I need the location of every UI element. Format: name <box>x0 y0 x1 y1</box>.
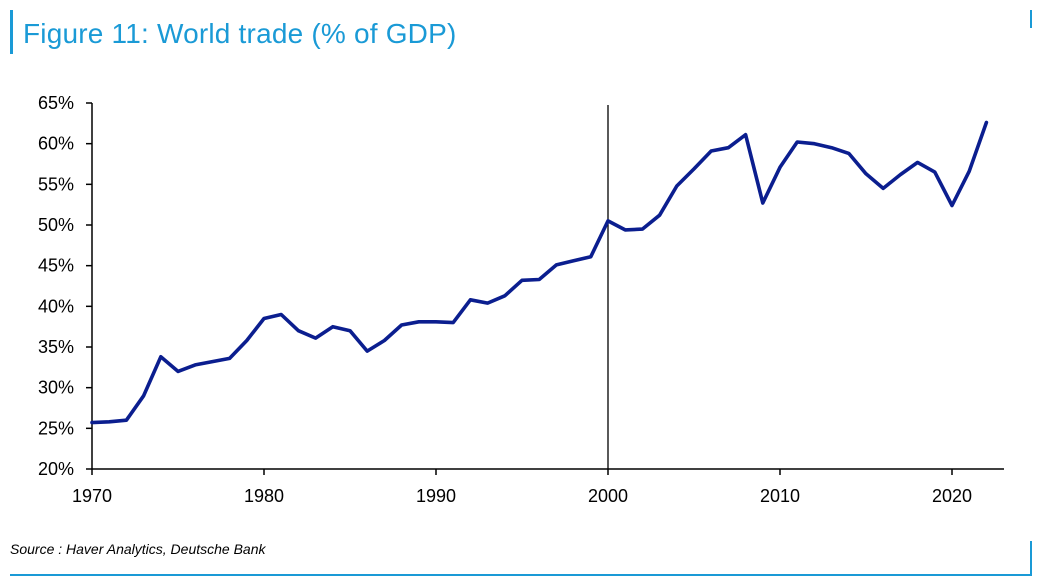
y-tick-label: 55% <box>38 174 74 194</box>
line-chart: 20%25%30%35%40%45%50%55%60%65% 1970 1980 1… <box>38 93 1004 506</box>
y-tick-label: 65% <box>38 93 74 113</box>
x-tick-label: 2010 <box>760 486 800 506</box>
y-tick-label: 40% <box>38 296 74 316</box>
x-tick-label: 1970 <box>72 486 112 506</box>
x-tick-label: 1990 <box>416 486 456 506</box>
bottom-rule <box>10 574 1032 576</box>
x-tick-label: 2000 <box>588 486 628 506</box>
series-layer <box>90 120 989 425</box>
title-bar: Figure 11: World trade (% of GDP) <box>10 10 1035 54</box>
y-tick-label: 25% <box>38 418 74 438</box>
x-tick-label: 1980 <box>244 486 284 506</box>
y-tick-label: 20% <box>38 459 74 479</box>
y-axis: 20% 25% 30% 35% 40% 45% 50% 55% 60% 65% <box>38 93 93 479</box>
y-tick-label: 50% <box>38 215 74 235</box>
x-tick-label: 2020 <box>932 486 972 506</box>
y-tick-label: 35% <box>38 337 74 357</box>
y-tick-label: 60% <box>38 134 74 154</box>
x-axis: 1970 1980 1990 2000 2010 2020 <box>72 468 1004 506</box>
bottom-right-rule <box>1030 541 1032 576</box>
y-tick-label: 30% <box>38 378 74 398</box>
series-line-world-trade <box>90 120 989 425</box>
source-note: Source : Haver Analytics, Deutsche Bank <box>10 541 266 557</box>
top-right-rule <box>1030 10 1032 28</box>
page-title: Figure 11: World trade (% of GDP) <box>23 18 457 49</box>
y-tick-label: 45% <box>38 256 74 276</box>
